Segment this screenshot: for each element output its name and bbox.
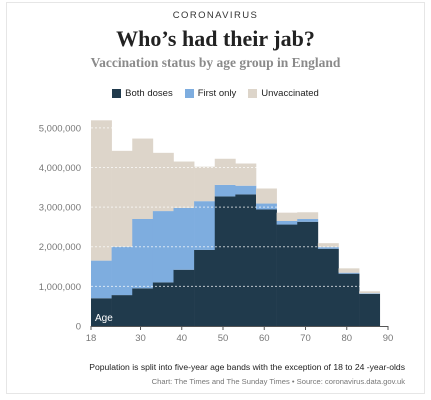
bar-first-only-9 [276,220,298,225]
bar-unvaccinated-9 [276,212,298,221]
bar-unvaccinated-8 [256,188,277,204]
footnote: Population is split into five-year age b… [89,362,405,372]
bar-first-only-2 [132,219,154,289]
legend-item-unvaccinated: Unvaccinated [248,88,319,99]
bar-first-only-0 [91,260,112,299]
bar-unvaccinated-11 [317,243,339,248]
kicker: CORONAVIRUS [172,10,259,21]
legend-swatch-first-only [184,89,194,98]
chart-subtitle: Vaccination status by age group in Engla… [90,55,341,70]
bar-unvaccinated-6 [214,158,236,185]
bar-unvaccinated-7 [235,163,257,186]
x-tick-label-6: 80 [341,333,352,344]
y-tick-label-1: 1,000,000 [39,282,81,293]
bar-both-doses-5 [194,249,216,326]
x-axis-label-age: Age [95,313,113,324]
bar-first-only-11 [317,247,339,249]
bar-unvaccinated-5 [194,166,216,202]
bar-both-doses-13 [359,293,381,326]
bar-both-doses-9 [276,224,298,326]
y-tick-label-5: 5,000,000 [39,123,81,134]
x-tick-label-4: 60 [259,333,270,344]
bar-unvaccinated-0 [91,120,112,261]
bar-both-doses-7 [235,194,257,326]
legend-label-both-doses: Both doses [125,88,173,99]
bar-unvaccinated-1 [111,150,133,247]
x-tick-label-7: 90 [383,333,394,344]
bar-both-doses-4 [173,269,195,326]
bar-first-only-8 [256,203,277,210]
bar-unvaccinated-10 [297,212,319,219]
bar-both-doses-2 [132,288,154,326]
bar-unvaccinated-4 [173,161,195,208]
bar-both-doses-10 [297,221,319,326]
bar-both-doses-8 [256,209,277,326]
x-tick-label-5: 70 [300,333,311,344]
y-tick-label-2: 2,000,000 [39,242,81,253]
chart-title: Who’s had their jab? [116,26,315,51]
legend-item-first-only: First only [184,88,237,99]
x-tick-label-2: 40 [176,333,187,344]
y-tick-label-3: 3,000,000 [39,203,81,214]
bar-both-doses-0 [91,298,112,326]
bar-first-only-7 [235,185,257,195]
x-tick-label-1: 30 [135,333,146,344]
bar-both-doses-6 [214,196,236,326]
bar-unvaccinated-12 [338,268,360,273]
legend-label-first-only: First only [197,88,237,99]
bar-first-only-4 [173,207,195,270]
bar-both-doses-11 [317,248,339,326]
bar-first-only-1 [111,246,133,296]
bar-both-doses-12 [338,273,360,326]
bar-first-only-6 [214,184,236,197]
bar-unvaccinated-13 [359,291,381,294]
bar-first-only-12 [338,272,360,274]
bar-unvaccinated-2 [132,138,154,219]
bar-first-only-13 [359,293,381,294]
bar-both-doses-1 [111,295,133,326]
bar-both-doses-3 [152,282,174,326]
legend-label-unvaccinated: Unvaccinated [261,88,319,99]
legend-swatch-both-doses [112,89,122,98]
source-credit: Chart: The Times and The Sunday Times • … [151,377,405,386]
legend: Both doses First only Unvaccinated [0,88,431,99]
y-tick-label-0: 0 [76,322,81,333]
x-tick-label-3: 50 [218,333,229,344]
legend-item-both-doses: Both doses [112,88,173,99]
bar-first-only-10 [297,219,319,222]
legend-swatch-unvaccinated [248,89,258,98]
x-tick-label-0: 18 [86,333,97,344]
bar-unvaccinated-3 [152,152,174,212]
bar-first-only-5 [194,201,216,250]
y-tick-label-4: 4,000,000 [39,163,81,174]
